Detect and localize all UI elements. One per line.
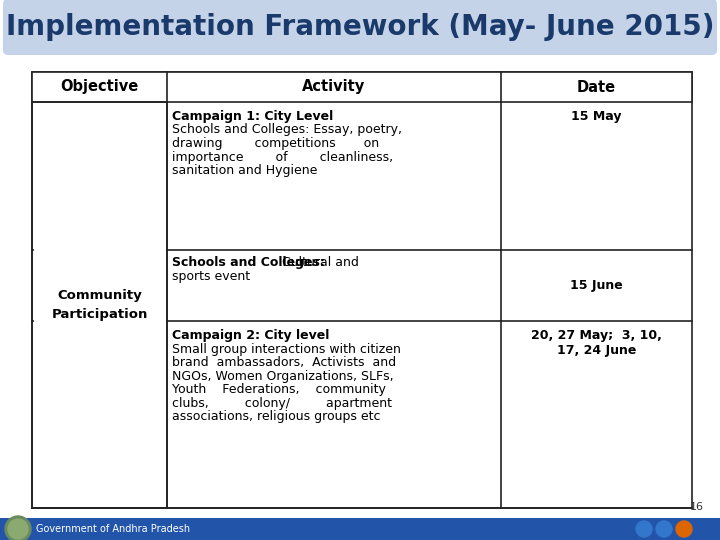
Bar [32, 72, 692, 508]
Text: Government of Andhra Pradesh: Government of Andhra Pradesh [36, 524, 190, 534]
Text: 15 June: 15 June [570, 279, 623, 292]
Text: drawing        competitions       on: drawing competitions on [172, 137, 379, 150]
Bar [34, 104, 166, 507]
Text: Small group interactions with citizen: Small group interactions with citizen [172, 343, 401, 356]
Text: Activity: Activity [302, 79, 366, 94]
Bar [32, 72, 692, 102]
Text: Schools and Colleges:: Schools and Colleges: [172, 256, 325, 269]
Text: sports event: sports event [172, 269, 251, 283]
Text: 15 May: 15 May [571, 110, 621, 123]
Text: clubs,         colony/         apartment: clubs, colony/ apartment [172, 397, 392, 410]
Text: Date: Date [577, 79, 616, 94]
Circle shape [8, 519, 28, 539]
Text: 20, 27 May;  3, 10,
17, 24 June: 20, 27 May; 3, 10, 17, 24 June [531, 329, 662, 357]
Bar [0, 518, 720, 540]
Text: NGOs, Women Organizations, SLFs,: NGOs, Women Organizations, SLFs, [172, 370, 394, 383]
Text: sanitation and Hygiene: sanitation and Hygiene [172, 164, 318, 177]
FancyBboxPatch shape [3, 0, 717, 55]
Circle shape [676, 521, 692, 537]
Circle shape [656, 521, 672, 537]
Circle shape [636, 521, 652, 537]
Text: Youth    Federations,    community: Youth Federations, community [172, 383, 386, 396]
Text: brand  ambassadors,  Activists  and: brand ambassadors, Activists and [172, 356, 397, 369]
Text: Schools and Colleges: Essay, poetry,: Schools and Colleges: Essay, poetry, [172, 124, 402, 137]
Text: 16: 16 [690, 502, 704, 512]
Text: associations, religious groups etc: associations, religious groups etc [172, 410, 381, 423]
Text: Campaign 2: City level: Campaign 2: City level [172, 329, 330, 342]
Text: Implementation Framework (May- June 2015): Implementation Framework (May- June 2015… [6, 13, 714, 41]
Text: Objective: Objective [60, 79, 139, 94]
Text: Cultural and: Cultural and [279, 256, 359, 269]
Text: Campaign 1: City Level: Campaign 1: City Level [172, 110, 333, 123]
Text: Community
Participation: Community Participation [51, 289, 148, 321]
Circle shape [5, 516, 31, 540]
Text: importance        of        cleanliness,: importance of cleanliness, [172, 151, 393, 164]
